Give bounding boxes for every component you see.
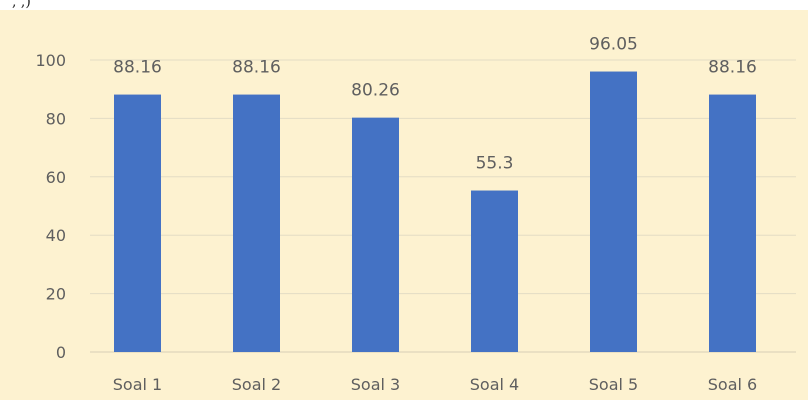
x-tick-label: Soal 4 [470, 375, 519, 394]
bar [233, 94, 280, 352]
data-label: 80.26 [351, 81, 400, 101]
data-label: 96.05 [589, 35, 638, 55]
y-tick-label: 20 [46, 285, 66, 304]
data-label: 88.16 [232, 58, 281, 78]
y-tick-label: 100 [35, 51, 66, 70]
x-tick-label: Soal 5 [589, 375, 638, 394]
bar [114, 94, 161, 352]
x-tick-label: Soal 6 [708, 375, 757, 394]
bar [709, 94, 756, 352]
data-label: 55.3 [476, 154, 514, 174]
y-tick-label: 80 [46, 109, 66, 128]
y-tick-label: 0 [56, 343, 66, 362]
bar [471, 190, 518, 352]
x-tick-label: Soal 2 [232, 375, 281, 394]
bar [590, 71, 637, 352]
x-tick-label: Soal 3 [351, 375, 400, 394]
y-tick-label: 40 [46, 226, 66, 245]
data-label: 88.16 [708, 58, 757, 78]
data-label: 88.16 [113, 58, 162, 78]
x-tick-label: Soal 1 [113, 375, 162, 394]
clipped-header-text: , ,) [12, 0, 31, 10]
y-tick-label: 60 [46, 168, 66, 187]
bar [352, 117, 399, 352]
